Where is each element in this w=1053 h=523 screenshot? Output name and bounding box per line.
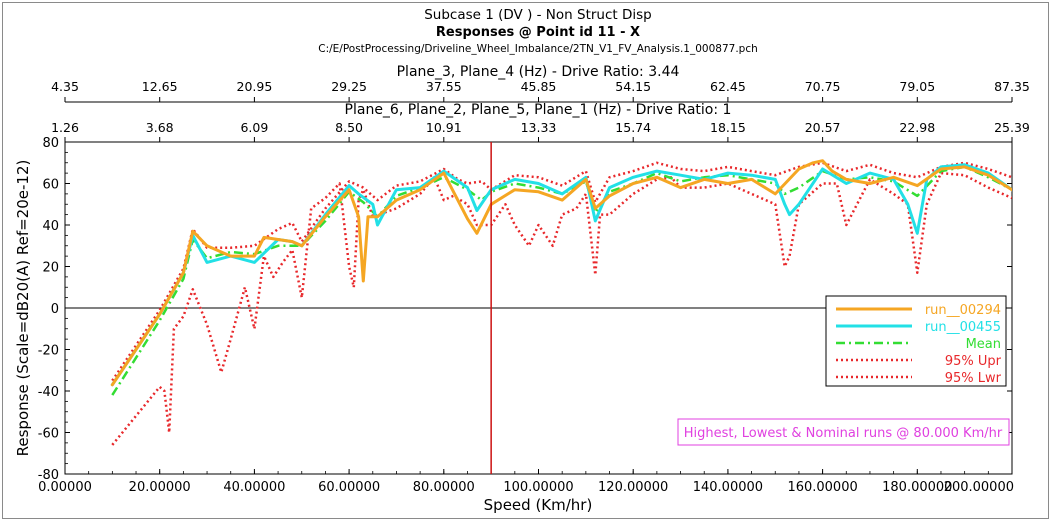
x-tick-label: 0.00000 [38,480,92,495]
series-group [110,159,1012,446]
x-tick-label: 180.00000 [882,480,952,495]
top-axis-2-tick-label: 3.68 [146,120,174,135]
x-axis-ticks: 0.00000 20.00000 40.00000 60.00000 80.00000 1… [38,469,1014,495]
top-axis-2-tick-label: 8.50 [335,120,363,135]
x-tick-label: 120.00000 [598,480,668,495]
top-axis-2-tick-label: 10.91 [426,120,462,135]
legend[interactable]: run__00294 run__00455 Mean 95% Upr 95% Lwr [825,295,1007,387]
y-tick-label: -20 [38,344,59,359]
y-tick-label: 20 [42,261,59,276]
y-tick-label: 60 [42,178,59,193]
x-axis-label: Speed (Km/hr) [484,496,593,514]
legend-label: run__00455 [925,320,1001,335]
y-axis-ticks: 80 60 40 20 0 -20 -40 -60 -80 [38,136,1012,483]
top-axis-2-tick-label: 22.98 [899,120,935,135]
top-axis-2-tick-label: 15.74 [615,120,651,135]
legend-box [825,295,1007,387]
annotation-border [677,418,1010,446]
top-axis-1-tick-label: 20.95 [237,79,273,94]
x-tick-label: 80.00000 [413,480,475,495]
top-axis-2-tick-label: 25.39 [994,120,1030,135]
top-axis-1-tick-label: 45.85 [521,79,557,94]
x-tick-label: 200.00000 [944,480,1014,495]
chart-title: Subcase 1 (DV ) - Non Struct Disp [424,7,652,23]
legend-label: 95% Lwr [945,371,1002,386]
top-axis-1-tick-label: 4.35 [51,79,79,94]
chart-subtitle: Responses @ Point id 11 - X [436,25,640,40]
top-axis-2-tick-label: 13.33 [521,120,557,135]
legend-label: Mean [966,337,1001,352]
top-axis-1-tick-label: 79.05 [899,79,935,94]
y-tick-label: -80 [38,468,59,483]
top-axis-1-tick-label: 70.75 [805,79,841,94]
x-tick-label: 60.00000 [318,480,380,495]
file-path: C:/E/PostProcessing/Driveline_Wheel_Imba… [318,43,758,55]
series-line-95-upr [111,161,1012,382]
top-axis-1-tick-label: 12.65 [142,79,178,94]
top-axis-1-label: Plane_3, Plane_4 (Hz) - Drive Ratio: 3.4… [397,64,680,80]
legend-label: run__00294 [925,303,1001,318]
y-tick-label: 0 [51,302,59,317]
x-tick-label: 40.00000 [223,480,285,495]
x-tick-label: 160.00000 [787,480,857,495]
y-tick-label: -40 [38,385,59,400]
annotation-box: Highest, Lowest & Nominal runs @ 80.000 … [677,418,1010,446]
annotation-text: Highest, Lowest & Nominal runs @ 80.000 … [684,426,1003,441]
series-line-run-00294 [110,159,1012,387]
x-tick-label: 100.00000 [503,480,573,495]
x-tick-label: 20.00000 [129,480,191,495]
top-axis-2-label: Plane_6, Plane_2, Plane_5, Plane_1 (Hz) … [345,102,732,118]
top-axis-1-tick-label: 29.25 [331,79,367,94]
top-axis-2-tick-label: 20.57 [805,120,841,135]
y-axis-label: Response (Scale=dB20(A) Ref=20e-12) [14,160,32,457]
legend-label: 95% Upr [945,354,1002,369]
y-tick-label: 40 [42,219,59,234]
top-axis-2-ticks: 1.26 3.68 6.09 8.50 10.91 13.33 15.74 18.15 20.5… [51,120,1030,142]
top-axis-1-tick-label: 87.35 [994,79,1030,94]
top-axis-2-tick-label: 18.15 [710,120,746,135]
top-axis-1-tick-label: 54.15 [615,79,651,94]
y-tick-label: 80 [42,136,59,151]
top-axis-1-ticks: 4.35 12.65 20.95 29.25 37.55 45.85 54.15 62.45 7… [51,79,1030,102]
x-tick-label: 140.00000 [693,480,763,495]
top-axis-1-tick-label: 62.45 [710,79,746,94]
top-axis-2-tick-label: 1.26 [51,120,79,135]
y-tick-label: -60 [38,427,59,442]
top-axis-1-tick-label: 37.55 [426,79,462,94]
top-axis-2-tick-label: 6.09 [240,120,268,135]
